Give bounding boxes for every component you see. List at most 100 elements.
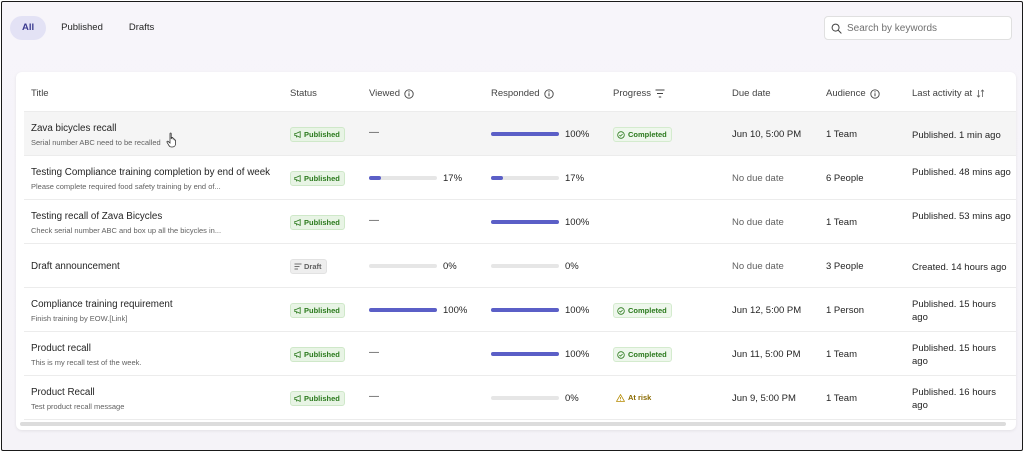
table-row[interactable]: Testing recall of Zava Bicycles Check ser… (24, 200, 1016, 244)
status-label: Published (304, 174, 340, 183)
table-row[interactable]: Compliance training requirement Finish tr… (24, 288, 1016, 332)
viewed-value: 0% (443, 261, 457, 272)
status-badge: Published (290, 215, 345, 230)
last-activity: Published. 1 min ago (912, 130, 1001, 141)
announcements-table: Title Status Viewed Responded Progress D… (16, 72, 1016, 430)
audience: 1 Team (826, 217, 857, 228)
tab-published[interactable]: Published (50, 16, 114, 40)
status-badge: Published (290, 391, 345, 406)
megaphone-icon (294, 307, 301, 314)
horizontal-scrollbar[interactable] (20, 422, 1006, 426)
header-audience[interactable]: Audience (826, 88, 880, 99)
check-circle-icon (617, 306, 625, 315)
table-row[interactable]: Product Recall Test product recall messag… (24, 376, 1016, 420)
audience: 3 People (826, 261, 864, 272)
info-icon[interactable] (404, 88, 414, 99)
due-date: Jun 12, 5:00 PM (732, 305, 802, 316)
filter-icon[interactable] (655, 89, 665, 98)
status-badge: Published (290, 347, 345, 362)
last-activity: Created. 14 hours ago (912, 262, 1007, 273)
row-title[interactable]: Draft announcement (31, 261, 120, 272)
megaphone-icon (294, 351, 301, 358)
header-status-label: Status (290, 88, 317, 99)
table-row[interactable]: Zava bicycles recall Serial number ABC ne… (24, 112, 1016, 156)
status-badge: Draft (290, 259, 327, 274)
last-activity: Published. 15 hours ago (912, 343, 996, 367)
last-activity: Published. 15 hours ago (912, 299, 996, 323)
table-row[interactable]: Draft announcement Draft 0% 0% No due date 3 … (24, 244, 1016, 288)
search-input[interactable] (847, 22, 1011, 34)
due-date: Jun 10, 5:00 PM (732, 129, 802, 140)
responded-value: 17% (565, 173, 585, 184)
responded-value: 100% (565, 129, 590, 140)
megaphone-icon (294, 175, 301, 182)
progress-badge: At risk (613, 391, 655, 404)
draft-icon (294, 263, 302, 270)
tab-drafts[interactable]: Drafts (118, 16, 165, 40)
table-header: Title Status Viewed Responded Progress D… (24, 72, 1016, 112)
row-title[interactable]: Product recall (31, 343, 91, 354)
audience: 6 People (826, 173, 864, 184)
status-label: Published (304, 130, 340, 139)
responded-progress-bar (491, 352, 559, 356)
filter-tabs: All Published Drafts (10, 16, 165, 40)
responded-progress-fill (491, 132, 559, 136)
check-circle-icon (617, 350, 625, 359)
responded-value: 100% (565, 217, 590, 228)
responded-value: 100% (565, 349, 590, 360)
status-label: Published (304, 350, 340, 359)
header-progress[interactable]: Progress (613, 88, 665, 99)
responded-value: 0% (565, 393, 579, 404)
row-subtitle: Check serial number ABC and box up all t… (31, 226, 222, 235)
megaphone-icon (294, 219, 301, 226)
row-subtitle: Serial number ABC need to be recalled (31, 138, 161, 147)
audience: 1 Team (826, 129, 857, 140)
header-last-activity[interactable]: Last activity at (912, 88, 985, 99)
viewed-value: — (369, 347, 379, 358)
header-due-date[interactable]: Due date (732, 88, 771, 99)
table-row[interactable]: Testing Compliance training completion b… (24, 156, 1016, 200)
responded-progress-fill (491, 352, 559, 356)
row-title[interactable]: Testing Compliance training completion b… (31, 167, 271, 178)
header-viewed-label: Viewed (369, 88, 400, 99)
status-label: Published (304, 394, 340, 403)
tab-all[interactable]: All (10, 16, 47, 40)
responded-progress-fill (491, 308, 559, 312)
header-audience-label: Audience (826, 88, 866, 99)
progress-badge: Completed (613, 303, 672, 318)
due-date: Jun 9, 5:00 PM (732, 393, 796, 404)
responded-value: 0% (565, 261, 579, 272)
responded-progress-bar (491, 308, 559, 312)
header-title-label: Title (31, 88, 49, 99)
viewed-value: 100% (443, 305, 468, 316)
info-icon[interactable] (869, 88, 880, 99)
row-title[interactable]: Product Recall (31, 387, 95, 398)
last-activity: Published. 48 mins ago (912, 167, 1011, 178)
header-viewed[interactable]: Viewed (369, 88, 414, 99)
sort-icon[interactable] (976, 89, 985, 98)
responded-progress-bar (491, 396, 559, 400)
due-date: Jun 11, 5:00 PM (732, 349, 801, 360)
header-responded[interactable]: Responded (491, 88, 554, 99)
header-title[interactable]: Title (31, 88, 49, 99)
row-subtitle: Test product recall message (31, 402, 125, 411)
megaphone-icon (294, 395, 301, 402)
responded-progress-bar (491, 264, 559, 268)
header-last-activity-label: Last activity at (912, 88, 973, 99)
row-title[interactable]: Compliance training requirement (31, 299, 173, 310)
audience: 1 Team (826, 349, 857, 360)
progress-badge: Completed (613, 127, 672, 142)
header-due-date-label: Due date (732, 88, 771, 99)
row-title[interactable]: Testing recall of Zava Bicycles (31, 211, 163, 222)
viewed-value: — (369, 391, 379, 402)
row-title[interactable]: Zava bicycles recall (31, 123, 117, 134)
progress-label: Completed (628, 130, 667, 139)
viewed-progress-bar (369, 308, 437, 312)
table-row[interactable]: Product recall This is my recall test of … (24, 332, 1016, 376)
search-box[interactable] (824, 16, 1012, 40)
info-icon[interactable] (543, 88, 554, 99)
header-status[interactable]: Status (290, 88, 317, 99)
due-date: No due date (732, 173, 784, 184)
viewed-value: 17% (443, 173, 463, 184)
due-date: No due date (732, 217, 784, 228)
